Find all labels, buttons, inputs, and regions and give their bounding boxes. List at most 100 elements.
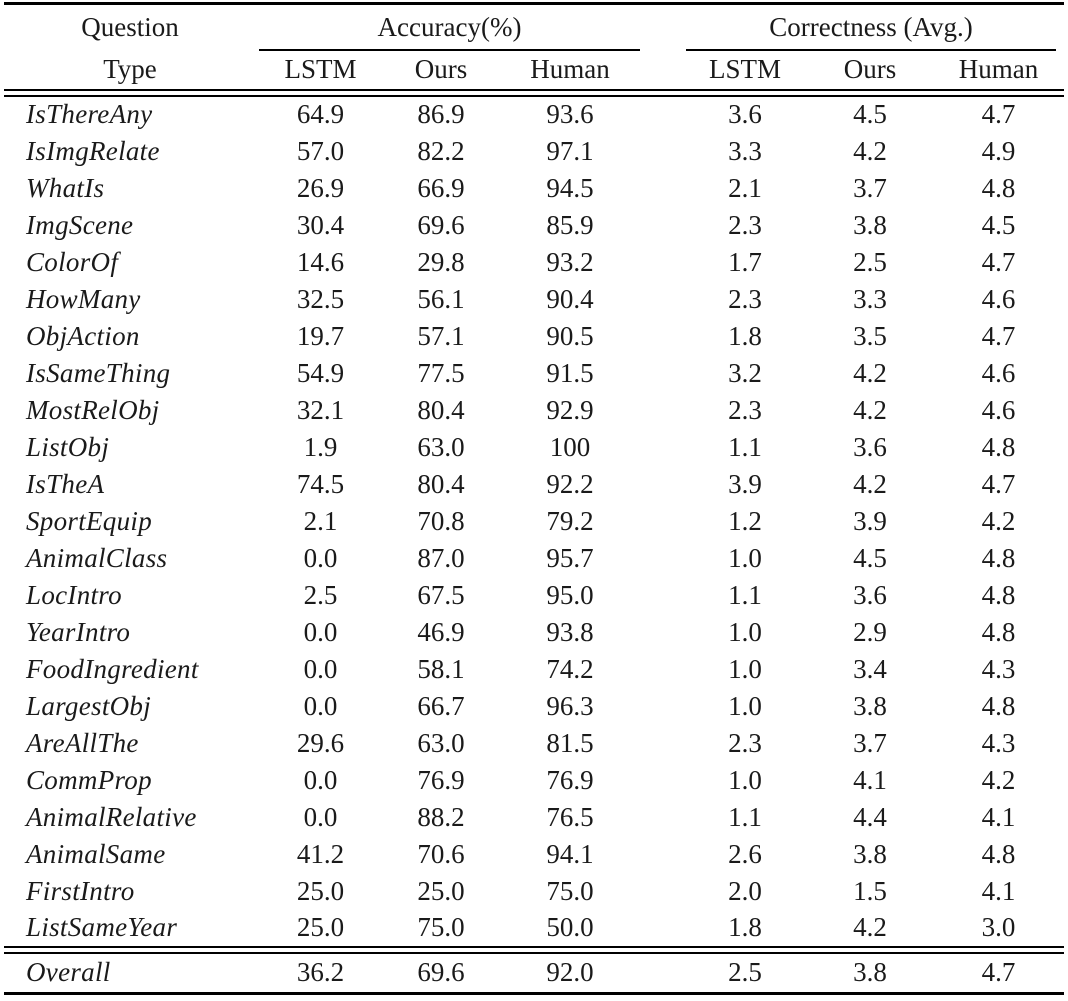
accuracy-lstm-cell: 57.0 xyxy=(296,135,345,166)
table-row: LargestObj 0.0 66.7 96.3 1.0 3.8 4.8 xyxy=(4,688,1064,725)
correctness-lstm-cell: 1.0 xyxy=(728,542,762,573)
correctness-lstm-cell: 1.8 xyxy=(728,912,762,943)
question-type-cell: IsSameThing xyxy=(26,357,171,388)
question-type-cell: YearIntro xyxy=(26,616,131,647)
column-gap xyxy=(643,651,683,688)
correctness-ours-cell: 3.6 xyxy=(853,431,887,462)
correctness-human-cell: 4.6 xyxy=(981,357,1016,388)
column-gap xyxy=(643,281,683,318)
correctness-ours-cell: 1.5 xyxy=(853,875,887,906)
correctness-lstm-cell: 1.0 xyxy=(728,764,762,795)
column-gap xyxy=(643,799,683,836)
column-gap xyxy=(643,503,683,540)
table-row: ImgScene 30.4 69.6 85.9 2.3 3.8 4.5 xyxy=(4,207,1064,244)
accuracy-lstm-cell: 26.9 xyxy=(296,172,345,203)
correctness-human-cell: 4.7 xyxy=(981,246,1016,277)
table-row: IsSameThing 54.9 77.5 91.5 3.2 4.2 4.6 xyxy=(4,355,1064,392)
row-header-line2: Type xyxy=(103,54,157,85)
accuracy-human-cell: 100 xyxy=(549,431,591,462)
question-type-cell: FoodIngredient xyxy=(26,653,199,684)
correctness-human-cell: 4.7 xyxy=(981,320,1016,351)
accuracy-human-cell: 50.0 xyxy=(546,912,594,943)
correctness-human-cell: 4.5 xyxy=(981,209,1016,240)
table-row: AnimalRelative 0.0 88.2 76.5 1.1 4.4 4.1 xyxy=(4,799,1064,836)
correctness-human-cell: 4.6 xyxy=(981,283,1016,314)
question-type-cell: AnimalRelative xyxy=(26,801,197,832)
accuracy-lstm-cell: 0.0 xyxy=(303,801,338,832)
accuracy-human-cell: 81.5 xyxy=(546,727,594,758)
accuracy-human-cell: 97.1 xyxy=(546,135,594,166)
table-row: CommProp 0.0 76.9 76.9 1.0 4.1 4.2 xyxy=(4,762,1064,799)
accuracy-lstm-cell: 25.0 xyxy=(296,875,345,906)
correctness-lstm-cell: 2.6 xyxy=(728,838,762,869)
column-gap xyxy=(643,5,683,51)
accuracy-ours-cell: 63.0 xyxy=(417,727,465,758)
correctness-ours-cell: 4.5 xyxy=(853,542,887,573)
accuracy-ours-cell: 87.0 xyxy=(417,542,465,573)
table-row: FoodIngredient 0.0 58.1 74.2 1.0 3.4 4.3 xyxy=(4,651,1064,688)
accuracy-lstm-cell: 0.0 xyxy=(303,690,338,721)
correctness-human-cell: 4.1 xyxy=(981,801,1016,832)
correctness-ours-cell: 4.2 xyxy=(853,394,887,425)
accuracy-ours-cell: 63.0 xyxy=(417,431,465,462)
correctness-lstm-cell: 3.9 xyxy=(728,468,762,499)
table-row: ColorOf 14.6 29.8 93.2 1.7 2.5 4.7 xyxy=(4,244,1064,281)
column-gap xyxy=(643,355,683,392)
column-gap xyxy=(643,910,683,947)
accuracy-lstm-cell: 32.1 xyxy=(296,394,345,425)
correctness-ours-cell: 3.7 xyxy=(853,727,887,758)
question-type-cell: CommProp xyxy=(26,764,152,795)
accuracy-lstm-cell: 0.0 xyxy=(303,764,338,795)
accuracy-lstm-cell: 29.6 xyxy=(296,727,345,758)
accuracy-lstm-cell: 19.7 xyxy=(296,320,345,351)
accuracy-human-cell: 95.7 xyxy=(546,542,594,573)
correctness-ours-cell: 3.9 xyxy=(853,505,887,536)
accuracy-ours-cell: 69.6 xyxy=(417,209,465,240)
accuracy-human-cell: 74.2 xyxy=(546,653,594,684)
table-header: Question Accuracy(%) Correctness (Avg.) … xyxy=(4,2,1064,97)
table-row: IsImgRelate 57.0 82.2 97.1 3.3 4.2 4.9 xyxy=(4,133,1064,170)
bottom-rule xyxy=(4,991,1064,1001)
correctness-lstm-cell: 2.5 xyxy=(728,956,762,987)
correctness-human-cell: 4.8 xyxy=(981,838,1016,869)
accuracy-lstm-cell: 14.6 xyxy=(296,246,345,277)
correctness-human-cell: 4.7 xyxy=(981,956,1016,987)
header-rule xyxy=(4,89,1064,97)
question-type-cell: LargestObj xyxy=(26,690,152,721)
correctness-ours-cell: 2.9 xyxy=(853,616,887,647)
correctness-ours-cell: 4.2 xyxy=(853,912,887,943)
accuracy-human-cell: 93.2 xyxy=(546,246,594,277)
correctness-ours-cell: 3.3 xyxy=(853,283,887,314)
accuracy-human-cell: 91.5 xyxy=(546,357,594,388)
correctness-lstm-cell: 1.2 xyxy=(728,505,762,536)
correctness-lstm-cell: 2.3 xyxy=(728,209,762,240)
accuracy-ours-cell: 57.1 xyxy=(417,320,465,351)
question-type-cell: WhatIs xyxy=(26,172,105,203)
correctness-ours-cell: 3.8 xyxy=(853,209,887,240)
correctness-human-cell: 4.2 xyxy=(981,505,1016,536)
correctness-human-header: Human xyxy=(958,54,1039,85)
column-gap xyxy=(643,51,683,90)
accuracy-human-cell: 92.9 xyxy=(546,394,594,425)
correctness-ours-cell: 3.6 xyxy=(853,579,887,610)
correctness-ours-cell: 4.2 xyxy=(853,357,887,388)
correctness-lstm-cell: 2.3 xyxy=(728,283,762,314)
accuracy-lstm-cell: 74.5 xyxy=(296,468,345,499)
correctness-ours-cell: 3.8 xyxy=(853,956,887,987)
correctness-human-cell: 3.0 xyxy=(981,912,1016,943)
overall-row: Overall 36.2 69.6 92.0 2.5 3.8 4.7 xyxy=(4,953,1064,993)
correctness-lstm-cell: 1.1 xyxy=(728,579,762,610)
table-row: IsThereAny 64.9 86.9 93.6 3.6 4.5 4.7 xyxy=(4,96,1064,133)
correctness-lstm-cell: 3.3 xyxy=(728,135,762,166)
accuracy-ours-cell: 25.0 xyxy=(417,875,465,906)
accuracy-ours-cell: 86.9 xyxy=(417,99,465,130)
table-row: ListSameYear 25.0 75.0 50.0 1.8 4.2 3.0 xyxy=(4,910,1064,947)
question-type-cell: Overall xyxy=(26,956,111,987)
accuracy-lstm-cell: 0.0 xyxy=(303,653,338,684)
correctness-lstm-cell: 3.6 xyxy=(728,99,762,130)
accuracy-ours-cell: 75.0 xyxy=(417,912,465,943)
accuracy-human-cell: 79.2 xyxy=(546,505,594,536)
accuracy-human-cell: 93.6 xyxy=(546,99,594,130)
accuracy-ours-cell: 66.7 xyxy=(417,690,465,721)
